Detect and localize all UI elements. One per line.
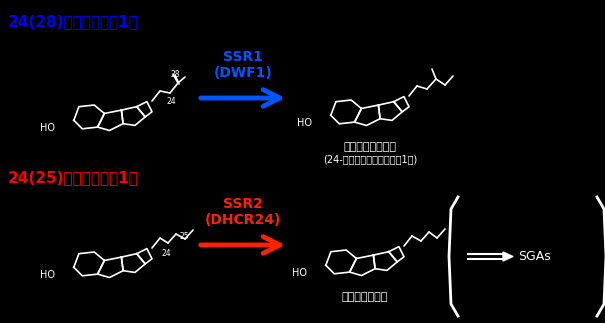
Text: HO: HO [297, 118, 312, 128]
Text: SSR2
(DHCR24): SSR2 (DHCR24) [205, 197, 281, 227]
Text: SGAs: SGAs [518, 250, 551, 263]
Text: 24(28)位還元反応の1例: 24(28)位還元反応の1例 [8, 14, 139, 29]
Text: HO: HO [40, 123, 55, 133]
Text: 28: 28 [170, 70, 180, 79]
Text: 24: 24 [166, 97, 176, 106]
Polygon shape [503, 252, 513, 261]
Text: 24(25)位還元反応の1例: 24(25)位還元反応の1例 [8, 170, 139, 185]
Text: 25: 25 [180, 232, 189, 241]
Text: HO: HO [292, 268, 307, 278]
Text: SSR1
(DWF1): SSR1 (DWF1) [214, 50, 272, 80]
Text: コレステロール: コレステロール [342, 292, 388, 302]
Text: 24: 24 [161, 249, 171, 258]
Text: (24-アルキルステロールの1種): (24-アルキルステロールの1種) [323, 154, 417, 164]
Text: カンペステロール: カンペステロール [344, 142, 396, 152]
Text: HO: HO [40, 270, 55, 280]
